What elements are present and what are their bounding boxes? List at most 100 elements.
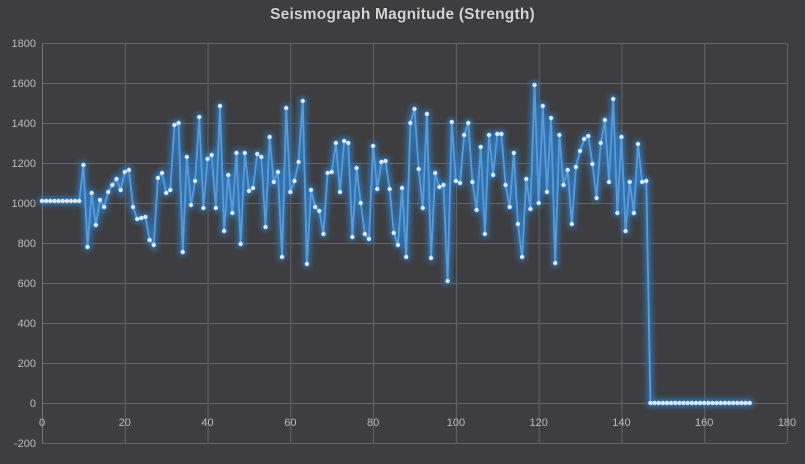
y-axis-label: 1600 [12,78,36,90]
data-point-marker [288,189,293,195]
data-point-marker [147,237,152,243]
data-point-marker [718,400,723,406]
data-point-marker [668,400,674,406]
y-axis-label: 1000 [12,198,36,210]
data-point-marker [490,172,496,178]
x-axis-label: 140 [612,417,630,429]
data-point-marker [321,231,326,237]
data-point-marker [106,189,111,195]
data-point-marker [143,214,148,220]
data-point-marker [586,133,591,139]
data-point-marker [197,114,202,120]
data-point-marker [346,140,351,146]
data-point-marker [387,186,392,192]
data-point-marker [466,120,471,126]
data-point-marker [89,190,94,196]
data-point-marker [221,228,227,234]
data-point-marker [292,178,297,184]
y-axis-label: 1400 [12,118,36,130]
data-point-marker [201,205,206,211]
data-point-marker [255,151,260,157]
data-point-marker [639,179,645,185]
data-point-marker [441,182,446,188]
data-point-marker [648,400,653,406]
x-axis-label: 40 [201,417,213,429]
data-point-marker [362,231,368,237]
data-point-marker [72,198,78,204]
data-point-marker [689,400,695,406]
data-point-marker [722,400,728,406]
y-axis-label: 0 [30,398,36,410]
data-point-marker [155,175,161,181]
data-point-marker [126,167,132,173]
data-point-marker [702,400,707,406]
data-point-marker [743,400,748,406]
data-point-marker [478,144,483,150]
data-point-marker [114,176,119,182]
data-point-marker [213,205,219,211]
data-point-marker [176,120,181,126]
data-point-marker [151,242,156,248]
data-point-marker [598,140,603,146]
data-point-marker [43,198,49,204]
data-point-marker [528,206,533,212]
data-point-marker [693,400,699,406]
data-point-marker [565,167,570,173]
data-point-marker [420,205,425,211]
y-axis-label: 200 [18,358,36,370]
data-point-marker [97,197,103,203]
data-point-marker [656,400,661,406]
data-point-marker [77,198,82,204]
data-point-marker [482,231,488,237]
data-point-marker [184,154,190,160]
data-point-marker [209,152,214,158]
data-point-marker [81,162,86,168]
data-point-marker [449,119,454,125]
x-axis-label: 60 [284,417,296,429]
data-point-marker [101,204,107,210]
data-point-marker [511,150,517,156]
data-point-marker [532,82,537,88]
data-point-marker [602,117,608,123]
data-point-marker [68,198,74,204]
data-point-marker [432,170,438,176]
data-point-marker [730,400,736,406]
data-point-marker [735,400,740,406]
data-point-marker [507,204,512,210]
data-point-marker [445,278,450,284]
data-point-marker [673,400,678,406]
y-axis-label: 1200 [12,158,36,170]
data-point-marker [548,115,554,121]
data-point-marker [395,242,401,248]
data-point-marker [569,221,574,227]
data-point-marker [242,150,248,156]
data-point-marker [325,170,330,176]
x-axis-label: 180 [778,417,796,429]
data-point-marker [437,184,442,190]
data-point-marker [391,230,397,236]
data-point-marker [495,131,500,137]
data-point-marker [246,188,252,194]
data-point-marker [503,182,508,188]
data-point-marker [573,164,579,170]
data-point-marker [283,105,289,111]
data-point-marker [747,400,752,406]
data-point-marker [300,98,305,104]
x-axis-label: 20 [119,417,131,429]
data-point-marker [697,400,703,406]
data-point-marker [470,179,475,185]
data-point-marker [354,165,359,171]
data-point-marker [610,96,616,102]
data-point-marker [486,132,492,138]
data-point-marker [370,143,376,149]
data-point-marker [474,207,479,213]
data-point-marker [341,138,347,144]
data-point-marker [557,132,562,138]
series-line [42,84,750,404]
chart-title: Seismograph Magnitude (Strength) [270,6,535,23]
data-point-marker [677,400,682,406]
x-axis-label: 120 [529,417,547,429]
data-point-marker [226,172,231,178]
data-point-marker [553,260,558,266]
